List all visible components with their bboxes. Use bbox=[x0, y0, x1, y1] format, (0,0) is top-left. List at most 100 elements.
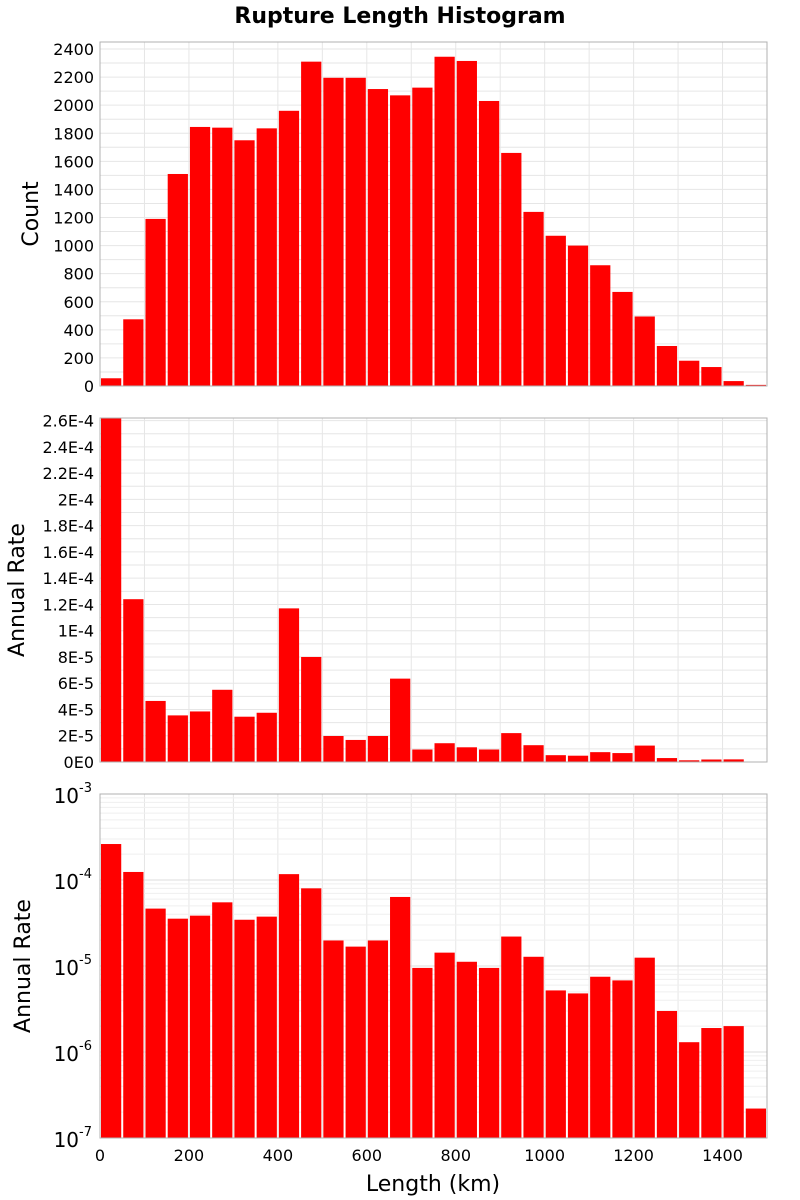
y-tick-label: 1.2E-4 bbox=[42, 595, 94, 614]
bar bbox=[434, 743, 455, 762]
bar bbox=[278, 110, 300, 387]
y-tick-label: 4E-5 bbox=[58, 700, 94, 719]
y-tick-label: 1.6E-4 bbox=[42, 543, 94, 562]
y-axis-title: Annual Rate bbox=[11, 899, 36, 1033]
bar bbox=[701, 759, 722, 762]
bar bbox=[634, 316, 655, 386]
bar bbox=[323, 940, 344, 1138]
bar bbox=[301, 656, 322, 762]
bar bbox=[256, 128, 277, 386]
y-axis-title: Count bbox=[19, 181, 44, 247]
bar bbox=[189, 126, 211, 387]
bar bbox=[745, 384, 766, 386]
bar bbox=[189, 711, 211, 762]
x-tick-label: 400 bbox=[263, 1146, 294, 1165]
bar bbox=[745, 1108, 766, 1138]
bar bbox=[367, 940, 389, 1138]
bar bbox=[590, 265, 611, 386]
bar bbox=[345, 739, 366, 762]
bar bbox=[723, 759, 744, 762]
bar bbox=[634, 957, 655, 1138]
y-axis-title: Annual Rate bbox=[5, 523, 30, 657]
bar bbox=[234, 919, 255, 1138]
bar bbox=[567, 245, 589, 386]
y-tick-label: 0 bbox=[84, 377, 94, 396]
bar bbox=[123, 319, 144, 386]
y-tick-label: 1800 bbox=[53, 124, 94, 143]
bar bbox=[390, 678, 411, 762]
panel-3: 10-7 10-6 10-5 10-4 10-3 Annual Rate 0 200 400 60… bbox=[11, 781, 768, 1165]
bar bbox=[101, 418, 122, 762]
y-tick-label: 1E-4 bbox=[58, 622, 94, 641]
bar bbox=[278, 874, 300, 1138]
chart-title: Rupture Length Histogram bbox=[234, 4, 565, 29]
bar bbox=[234, 140, 255, 386]
bar bbox=[167, 918, 188, 1138]
y-tick-label: 2.6E-4 bbox=[42, 412, 94, 431]
panel-2: 0E0 2E-5 4E-5 6E-5 8E-5 1E-4 1.2E-4 1.4E-4 1.6E-… bbox=[5, 412, 768, 772]
bar bbox=[412, 87, 433, 386]
bar bbox=[523, 745, 544, 762]
plot-frame bbox=[99, 417, 768, 763]
bar bbox=[412, 749, 433, 762]
y-tick-label: 1.8E-4 bbox=[42, 517, 94, 536]
bar bbox=[679, 760, 700, 762]
y-tick-label: 1000 bbox=[53, 237, 94, 256]
y-tick-label: 2E-5 bbox=[58, 727, 94, 746]
bar bbox=[567, 755, 589, 762]
y-tick-label: 2E-4 bbox=[58, 490, 94, 509]
bar bbox=[590, 752, 611, 762]
bar bbox=[345, 946, 366, 1138]
bar bbox=[278, 608, 300, 762]
plot-frame bbox=[99, 41, 768, 387]
bar bbox=[145, 700, 166, 762]
y-tick-label: 10-7 bbox=[54, 1125, 92, 1152]
y-tick-label: 10-6 bbox=[54, 1039, 92, 1066]
bar bbox=[634, 745, 655, 762]
y-tick-label: 1200 bbox=[53, 209, 94, 228]
y-tick-label: 2.2E-4 bbox=[42, 464, 94, 483]
bar bbox=[434, 56, 455, 386]
bar bbox=[567, 993, 589, 1138]
bar bbox=[612, 980, 633, 1138]
bar bbox=[612, 753, 633, 762]
y-tick-label: 10-5 bbox=[54, 953, 92, 980]
bar bbox=[167, 715, 188, 762]
bar bbox=[212, 689, 233, 762]
y-tick-label: 10-3 bbox=[54, 781, 92, 808]
y-tick-label: 2000 bbox=[53, 96, 94, 115]
y-tick-label: 1.4E-4 bbox=[42, 569, 94, 588]
bar bbox=[367, 89, 389, 386]
bar bbox=[145, 908, 166, 1138]
x-tick-label: 0 bbox=[95, 1146, 105, 1165]
bar bbox=[323, 77, 344, 387]
x-tick-label: 800 bbox=[440, 1146, 471, 1165]
x-tick-label: 200 bbox=[174, 1146, 205, 1165]
bar bbox=[545, 235, 566, 386]
y-tick-label: 600 bbox=[63, 293, 94, 312]
bar bbox=[523, 956, 544, 1138]
x-tick-label: 600 bbox=[352, 1146, 383, 1165]
bar bbox=[256, 712, 277, 762]
bar bbox=[679, 1042, 700, 1138]
bar bbox=[501, 733, 522, 762]
bar bbox=[145, 218, 166, 386]
bar bbox=[590, 976, 611, 1138]
bar bbox=[167, 173, 188, 386]
bar bbox=[101, 378, 122, 386]
bar bbox=[701, 1028, 722, 1138]
bar bbox=[545, 755, 566, 762]
y-tick-label: 800 bbox=[63, 265, 94, 284]
y-tick-label: 1400 bbox=[53, 180, 94, 199]
bar bbox=[345, 77, 366, 387]
bar bbox=[523, 211, 544, 386]
bar bbox=[212, 902, 233, 1138]
y-tick-label: 2200 bbox=[53, 68, 94, 87]
y-tick-label: 0E0 bbox=[64, 753, 94, 772]
bar bbox=[123, 871, 144, 1138]
plot-frame bbox=[99, 793, 768, 1139]
bar bbox=[390, 896, 411, 1138]
bar bbox=[434, 952, 455, 1138]
bar bbox=[656, 1010, 678, 1138]
y-tick-label: 1600 bbox=[53, 152, 94, 171]
